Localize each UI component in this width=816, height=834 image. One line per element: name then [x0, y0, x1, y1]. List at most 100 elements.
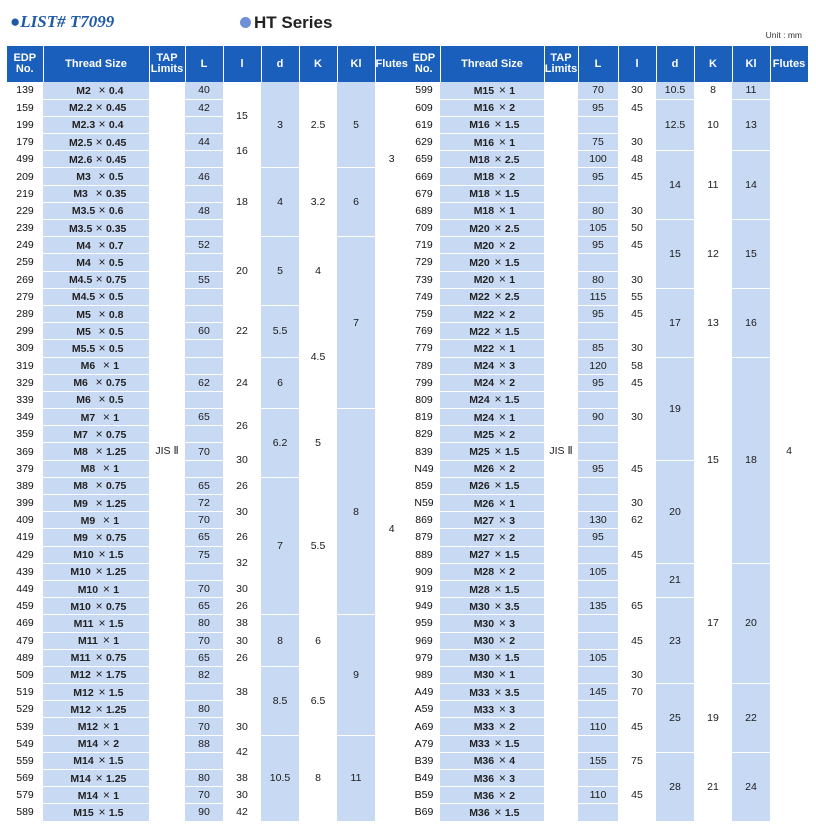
thread-size-cell: M36 × 4	[440, 752, 544, 771]
d-cell: 20	[656, 460, 694, 564]
l-length-cell: 80	[185, 614, 223, 633]
thread-length-cell: 58	[618, 357, 656, 375]
edp-cell: 529	[7, 700, 43, 719]
l-length-cell	[578, 580, 618, 599]
edp-cell: 279	[7, 288, 43, 306]
edp-cell: 719	[408, 236, 440, 255]
d-cell: 12.5	[656, 99, 694, 152]
table-row: 839 M25 × 1.5	[408, 442, 808, 461]
thread-length-cell	[618, 769, 656, 788]
table-row: 559 M14 × 1.5	[7, 752, 408, 771]
l-length-cell: 52	[185, 236, 223, 255]
edp-cell: 409	[7, 511, 43, 530]
l-length-cell: 65	[185, 408, 223, 427]
table-row: 249 M4 × 0.7 52 20 5 4 7 4	[7, 236, 409, 822]
edp-cell: B59	[408, 786, 440, 805]
thread-size-cell: M15 × 1	[440, 82, 544, 100]
thread-size-header: Thread Size	[43, 46, 150, 82]
d-cell: 17	[656, 288, 694, 358]
table-row: B49 M36 × 3	[408, 769, 808, 788]
thread-length-cell: 62	[618, 511, 656, 530]
thread-size-cell: M4.5 × 0.75	[43, 271, 149, 289]
thread-size-cell: M25 × 2	[440, 425, 544, 444]
l-length-cell: 70	[185, 511, 223, 530]
edp-cell: A49	[408, 683, 440, 702]
table-row: 469 M11 × 1.5 80 38 8 6 9	[7, 614, 408, 736]
table-row: 759 M22 × 2 95 45	[408, 305, 808, 324]
l-length-cell	[185, 683, 223, 702]
edp-cell: 819	[408, 408, 440, 427]
table-row: 709 M20 × 2.5 105 50 15 12 15	[408, 219, 808, 289]
table-row: B59 M36 × 2 110 45	[408, 786, 808, 805]
table-row: 429 M10 × 1.5 75 32	[7, 546, 408, 581]
edp-cell: 379	[7, 460, 43, 478]
edp-cell: 769	[408, 322, 440, 341]
thread-size-cell: M30 × 3.5	[440, 597, 544, 616]
thread-size-cell: M2 × 0.4	[43, 82, 149, 100]
l-length-cell	[185, 288, 223, 306]
k-cell: 8	[694, 82, 732, 100]
thread-length-cell	[618, 253, 656, 272]
l-length-cell: 60	[185, 322, 223, 341]
l-length-cell: 90	[578, 408, 618, 427]
thread-length-cell: 42	[223, 735, 261, 771]
table-row: 269 M4.5 × 0.75 55	[7, 271, 408, 289]
thread-size-cell: M18 × 1	[440, 202, 544, 221]
kl-cell: 24	[732, 752, 770, 822]
edp-cell: 919	[408, 580, 440, 599]
thread-size-cell: M12 × 1	[43, 717, 149, 736]
thread-size-cell: M8 × 0.75	[43, 477, 149, 496]
thread-length-cell: 16	[223, 133, 261, 169]
table-row: 859 M26 × 1.5	[408, 477, 808, 496]
thread-length-cell	[618, 442, 656, 461]
edp-cell: 799	[408, 374, 440, 392]
thread-length-cell: 15	[223, 99, 261, 135]
edp-cell: 339	[7, 391, 43, 410]
d-cell: 10.5	[261, 735, 299, 822]
edp-cell: 949	[408, 597, 440, 616]
thread-length-cell: 45	[618, 236, 656, 255]
table-row: 589 M15 × 1.5 90 42	[7, 803, 408, 822]
edp-cell: 139	[7, 82, 43, 100]
flutes-header: Flutes	[375, 46, 409, 82]
thread-length-cell	[618, 425, 656, 444]
table-row: 319 M6 × 1 24 6	[7, 357, 408, 410]
kl-cell: 5	[337, 82, 375, 169]
series-title-text: HT Series	[254, 13, 333, 32]
thread-size-cell: M30 × 2	[440, 632, 544, 650]
page-header: ●LIST# T7099 HT Series Unit : mm	[0, 0, 816, 46]
l-length-cell: 95	[578, 374, 618, 392]
l-length-cell: 80	[185, 769, 223, 788]
d-cell: 6	[261, 357, 299, 410]
l-length-cell: 65	[185, 477, 223, 496]
table-row: A79 M33 × 1.5	[408, 735, 808, 753]
d-cell: 4	[261, 167, 299, 238]
thread-length-header: l	[618, 46, 657, 82]
table-row: 599 M15 × 1 JIS Ⅱ 70 30 10.5 8 11 4	[408, 82, 808, 822]
thread-size-cell: M28 × 2	[440, 563, 544, 581]
edp-cell: 739	[408, 271, 440, 289]
thread-length-cell: 38	[223, 769, 261, 788]
k-cell: 6	[299, 614, 337, 667]
table-row: 729 M20 × 1.5	[408, 253, 808, 272]
thread-size-cell: M7 × 0.75	[43, 425, 149, 444]
k-cell: 2.5	[299, 82, 337, 169]
k-cell: 17	[694, 563, 732, 685]
k-cell: 19	[694, 683, 732, 753]
l-length-cell	[578, 803, 618, 822]
thread-size-cell: M25 × 1.5	[440, 442, 544, 461]
table-row: B69 M36 × 1.5	[408, 803, 808, 822]
thread-size-cell: M30 × 3	[440, 614, 544, 633]
table-row: 629 M16 × 1 75 30	[408, 133, 808, 152]
thread-length-cell	[618, 735, 656, 753]
thread-size-cell: M10 × 1.5	[43, 546, 149, 564]
edp-cell: 329	[7, 374, 43, 392]
kl-cell: 16	[732, 288, 770, 358]
edp-cell: 909	[408, 563, 440, 581]
l-length-cell	[578, 477, 618, 496]
d-cell: 21	[656, 563, 694, 599]
thread-size-cell: M26 × 1.5	[440, 477, 544, 496]
table-row: 419 M9 × 0.75 65 26	[7, 528, 408, 547]
edp-cell: A59	[408, 700, 440, 719]
